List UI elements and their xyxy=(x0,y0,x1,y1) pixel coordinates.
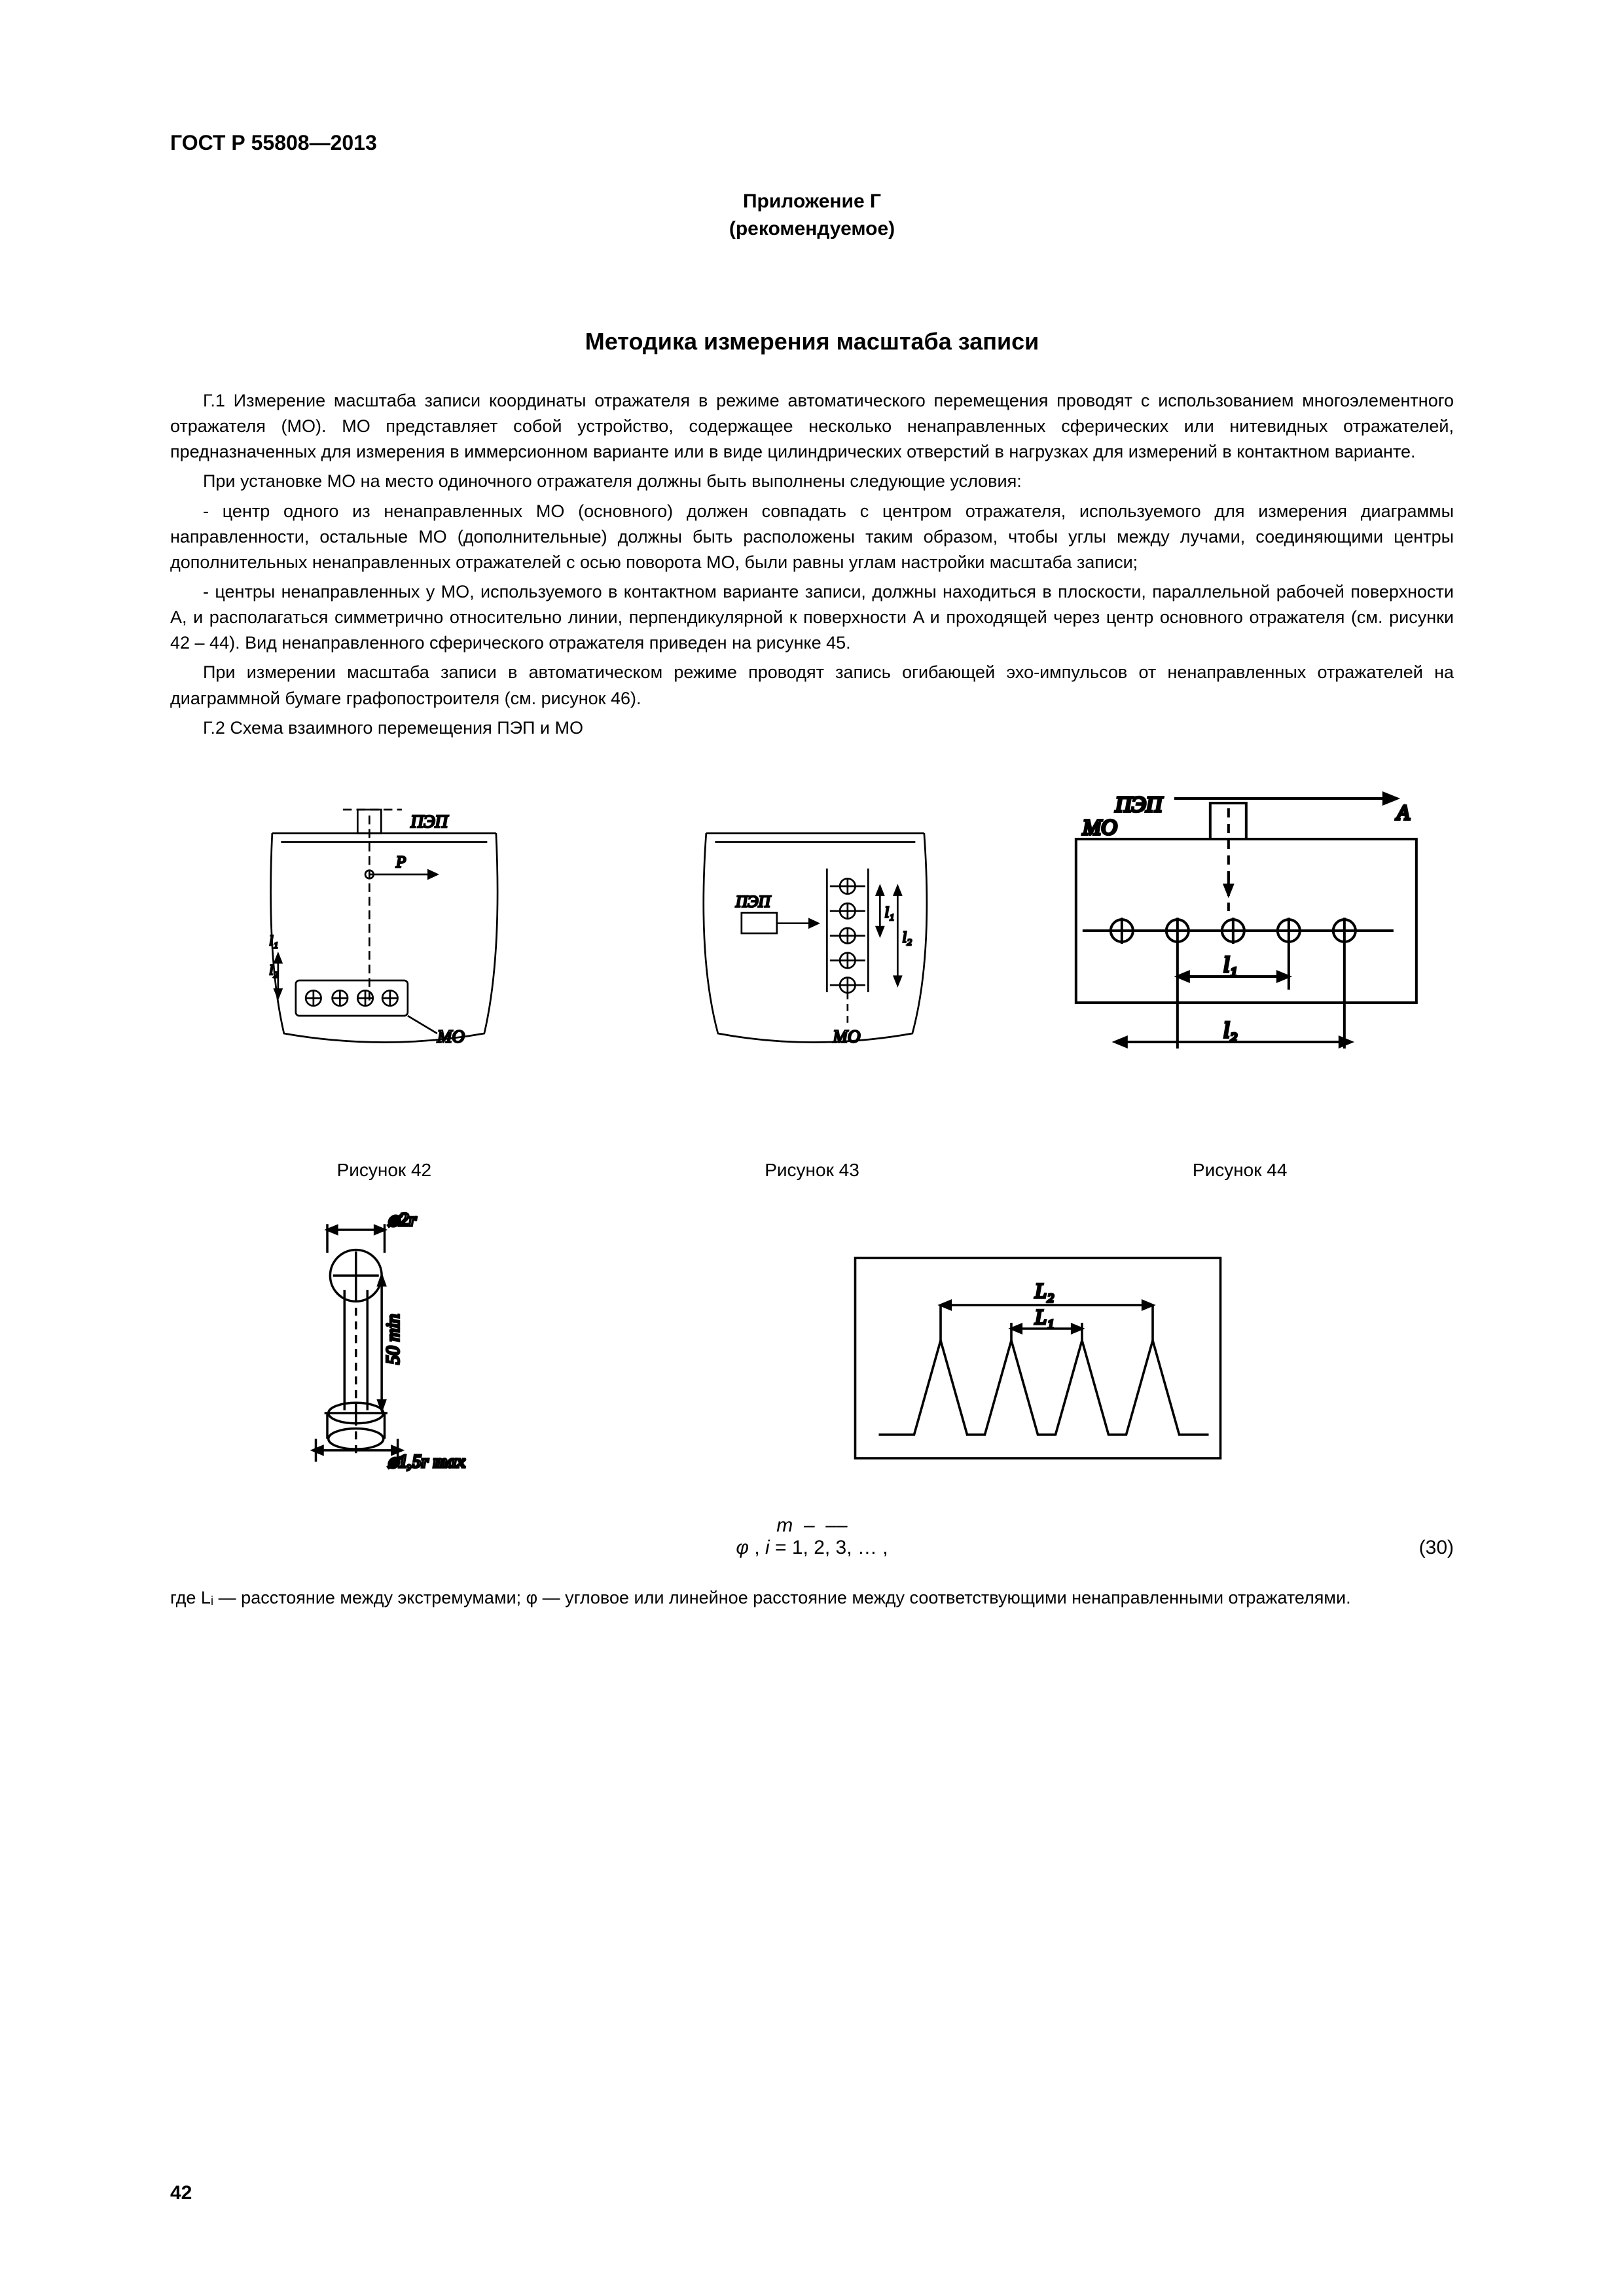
svg-text:МО: МО xyxy=(832,1026,860,1046)
formula-top: m – –– xyxy=(776,1515,847,1536)
svg-text:⌀2r: ⌀2r xyxy=(388,1209,417,1230)
svg-text:l₁: l₁ xyxy=(269,933,278,948)
formula-idx: , i = 1, 2, 3, … , xyxy=(754,1537,888,1558)
body-text: Г.1 Измерение масштаба записи координаты… xyxy=(170,388,1454,741)
svg-text:l₂: l₂ xyxy=(269,962,278,978)
paragraph: Г.2 Схема взаимного перемещения ПЭП и МО xyxy=(170,715,1454,741)
figure-46-svg: L₂ L₁ xyxy=(635,1246,1441,1482)
figure-46: L₂ L₁ xyxy=(622,1207,1454,1482)
figures-row-2: ⌀2r 50 min xyxy=(170,1207,1454,1482)
svg-text:МО: МО xyxy=(1082,816,1117,840)
figures-row-1: ПЭП P МО l₂ l₁ xyxy=(170,780,1454,1075)
figure-43-caption: Рисунок 43 xyxy=(598,1160,1026,1181)
paragraph: - центр одного из ненаправленных МО (осн… xyxy=(170,499,1454,575)
formula-text: φ xyxy=(736,1537,749,1558)
svg-text:L₂: L₂ xyxy=(1034,1280,1054,1303)
svg-text:l₁: l₁ xyxy=(884,905,894,922)
appendix-title: Приложение Г xyxy=(743,190,881,212)
figure-45: ⌀2r 50 min xyxy=(170,1207,622,1482)
paragraph: Г.1 Измерение масштаба записи координаты… xyxy=(170,388,1454,465)
figure-42: ПЭП P МО l₂ l₁ xyxy=(170,780,598,1075)
svg-text:A: A xyxy=(1396,800,1410,824)
svg-text:l₁: l₁ xyxy=(1223,953,1237,977)
svg-text:МО: МО xyxy=(437,1026,465,1046)
svg-text:P: P xyxy=(395,853,406,871)
main-title: Методика измерения масштаба записи xyxy=(170,328,1454,355)
figure-43-svg: ПЭП xyxy=(611,780,1013,1075)
page: ГОСТ Р 55808—2013 Приложение Г (рекоменд… xyxy=(0,0,1624,2296)
figure-44-svg: ПЭП A МО xyxy=(1039,780,1441,1075)
figure-44-caption: Рисунок 44 xyxy=(1026,1160,1454,1181)
figure-43: ПЭП xyxy=(598,780,1026,1075)
document-id: ГОСТ Р 55808—2013 xyxy=(170,131,1454,155)
formula-number: (30) xyxy=(1419,1537,1454,1559)
figure-44: ПЭП A МО xyxy=(1026,780,1454,1075)
figure-captions-row: Рисунок 42 Рисунок 43 Рисунок 44 xyxy=(170,1160,1454,1181)
svg-text:50 min: 50 min xyxy=(383,1314,403,1364)
svg-text:L₁: L₁ xyxy=(1034,1306,1054,1329)
svg-text:ПЭП: ПЭП xyxy=(735,893,772,910)
appendix-subtitle: (рекомендуемое) xyxy=(729,218,895,240)
figure-42-svg: ПЭП P МО l₂ l₁ xyxy=(183,780,585,1075)
svg-text:ПЭП: ПЭП xyxy=(410,812,448,831)
appendix-header: Приложение Г (рекомендуемое) xyxy=(170,188,1454,243)
formula: m – –– φ , i = 1, 2, 3, … , (30) xyxy=(170,1515,1454,1559)
svg-text:l₂: l₂ xyxy=(1223,1018,1237,1043)
svg-text:l₂: l₂ xyxy=(902,929,912,946)
paragraph: При установке МО на место одиночного отр… xyxy=(170,469,1454,494)
figure-45-svg: ⌀2r 50 min xyxy=(183,1207,609,1482)
page-number: 42 xyxy=(170,2182,192,2204)
where-text: где Lᵢ — расстояние между экстремумами; … xyxy=(170,1585,1454,1611)
paragraph: При измерении масштаба записи в автомати… xyxy=(170,660,1454,711)
paragraph: - центры ненаправленных у МО, используем… xyxy=(170,579,1454,656)
figure-42-caption: Рисунок 42 xyxy=(170,1160,598,1181)
svg-text:⌀1,5r max: ⌀1,5r max xyxy=(388,1452,466,1472)
svg-text:ПЭП: ПЭП xyxy=(1115,793,1164,817)
